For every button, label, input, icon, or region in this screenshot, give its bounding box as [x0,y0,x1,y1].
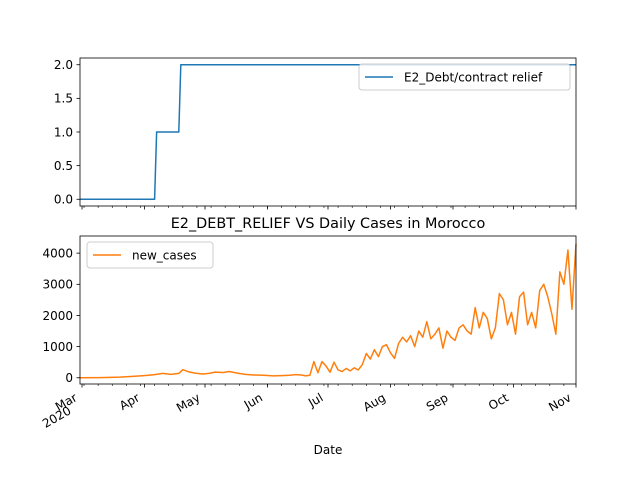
y-tick-label: 1.0 [54,125,73,139]
y-tick-label: 1.5 [54,92,73,106]
y-tick-label: 2000 [42,309,73,323]
bottom-legend: new_cases [86,241,214,269]
top-legend-label: E2_Debt/contract relief [404,71,543,85]
series-line-new-cases [79,243,577,379]
top-legend-box [358,63,571,91]
x-tick-label: Aug [361,390,388,414]
x-tick-label: Jun [241,390,265,412]
series-line-e2-debt-contract-relief [80,63,576,201]
x-tick-label: May [174,390,202,415]
top-subplot: 0.0 0.5 1.0 1.5 2.0 E2_Debt/contract relief [54,57,577,210]
y-tick-label: 3000 [42,278,73,292]
bottom-legend-label: new_cases [132,249,197,263]
y-tick-label: 1000 [42,340,73,354]
x-axis-label: Date [314,443,343,457]
y-tick-label: 0.0 [54,193,73,207]
top-legend: E2_Debt/contract relief [358,63,571,91]
x-tick-label: Nov [546,390,573,414]
y-tick-label: 4000 [42,246,73,260]
y-tick-label: 0 [65,371,73,385]
chart-title: E2_DEBT_RELIEF VS Daily Cases in Morocco [171,216,486,232]
y-tick-label: 2.0 [54,58,73,72]
bottom-legend-box [86,241,214,269]
x-tick-label: Sep [424,390,451,413]
x-tick-label: Jul [305,390,325,410]
x-tick-label: Apr [117,390,142,413]
y-tick-label: 0.5 [54,159,73,173]
x-tick-label: Oct [486,390,511,413]
